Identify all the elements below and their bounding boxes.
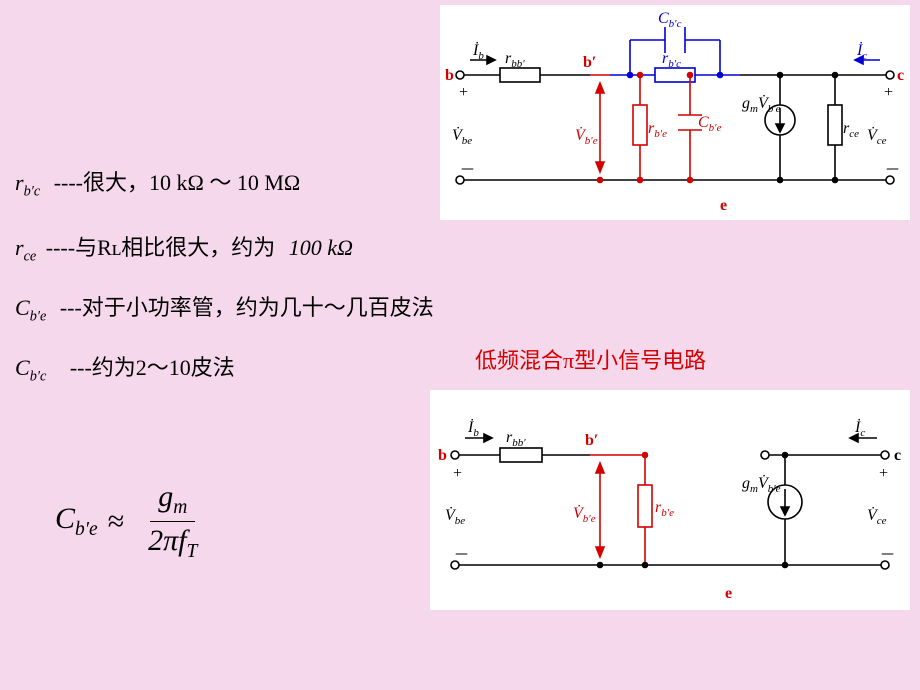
svg-text:rce: rce xyxy=(843,120,859,140)
svg-text:V̇b′e: V̇b′e xyxy=(573,505,596,525)
svg-text:İc: İc xyxy=(856,41,867,62)
sym-rbc: r xyxy=(15,170,24,195)
svg-text:b′: b′ xyxy=(583,54,596,71)
svg-text:+: + xyxy=(883,84,894,101)
svg-text:Cb′c: Cb′c xyxy=(658,10,682,30)
svg-text:V̇ce: V̇ce xyxy=(867,127,887,147)
svg-text:+: + xyxy=(452,465,463,482)
svg-text:gmV̇b′e: gmV̇b′e xyxy=(742,475,781,495)
svg-text:c: c xyxy=(894,447,901,464)
svg-text:rb′e: rb′e xyxy=(655,499,674,519)
formula-cbe: Cb′e ≈ gm 2πfT xyxy=(55,480,205,563)
low-freq-label: 低频混合π型小信号电路 xyxy=(475,343,706,375)
svg-text:e: e xyxy=(725,585,732,602)
svg-text:b: b xyxy=(438,447,447,464)
svg-text:+: + xyxy=(878,465,889,482)
svg-text:－: － xyxy=(452,547,468,564)
line-rce: rce ----与Rʟ相比很大，约为 100 kΩ xyxy=(15,230,353,265)
svg-text:rb′e: rb′e xyxy=(648,120,667,140)
line-cbc: Cb′c ---约为2～10皮法 xyxy=(15,350,235,385)
svg-text:İb: İb xyxy=(472,41,484,62)
svg-text:rb′c: rb′c xyxy=(662,50,681,70)
svg-text:c: c xyxy=(897,67,904,84)
svg-text:rbb′: rbb′ xyxy=(506,429,526,449)
svg-text:gmV̇b′e: gmV̇b′e xyxy=(742,95,781,115)
svg-text:－: － xyxy=(458,162,474,179)
line-cbe: Cb′e ---对于小功率管，约为几十～几百皮法 xyxy=(15,290,434,325)
svg-text:V̇b′e: V̇b′e xyxy=(575,127,598,147)
svg-text:V̇ce: V̇ce xyxy=(867,507,887,527)
svg-text:－: － xyxy=(883,162,899,179)
line-rbc: rb′c ----很大，10 kΩ ～ 10 MΩ xyxy=(15,165,300,200)
svg-text:b′: b′ xyxy=(585,432,598,449)
circuit-top: b b′ c e İb rbb′ Cb′c rb′c İc + － + － V̇… xyxy=(440,5,910,220)
svg-text:－: － xyxy=(878,547,894,564)
svg-text:b: b xyxy=(445,67,454,84)
svg-text:Cb′e: Cb′e xyxy=(698,114,722,134)
circuit-bottom: b b′ c e İb rbb′ İc + － + － V̇be V̇b′e r… xyxy=(430,390,910,610)
svg-text:+: + xyxy=(458,84,469,101)
svg-text:İc: İc xyxy=(854,418,865,439)
svg-text:e: e xyxy=(720,197,727,214)
svg-text:rbb′: rbb′ xyxy=(505,50,525,70)
svg-text:V̇be: V̇be xyxy=(445,507,465,527)
svg-text:V̇be: V̇be xyxy=(452,127,472,147)
svg-text:İb: İb xyxy=(467,418,479,439)
